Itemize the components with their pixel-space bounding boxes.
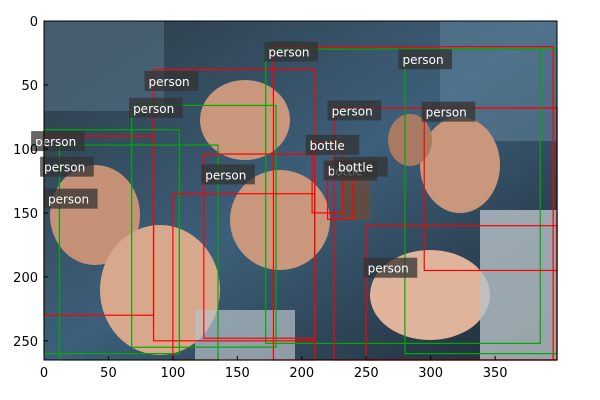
- label-tag-5: person: [421, 101, 476, 122]
- label-tag-10: person: [363, 257, 418, 278]
- box-person-0: [265, 48, 541, 344]
- label-text: person: [402, 53, 443, 67]
- label-tag-7: person: [40, 156, 94, 177]
- x-tick-label: 300: [418, 366, 443, 381]
- y-tick-label: 150: [13, 207, 38, 222]
- y-tick-label: 250: [13, 335, 38, 350]
- x-tick-label: 100: [160, 366, 185, 381]
- label-text: person: [426, 106, 467, 120]
- axes-frame: [43, 20, 558, 361]
- box-person-4: [131, 104, 277, 348]
- detection-labels: person person person person person person pers…: [31, 41, 476, 278]
- label-tag-8: person: [201, 164, 255, 185]
- x-axis-ticks: 0 50 100 150 200 250 300 350: [40, 356, 508, 381]
- label-tag-0: person: [264, 41, 319, 62]
- y-tick-label: 200: [13, 271, 38, 286]
- label-tag-9: person: [44, 188, 98, 209]
- y-tick-label: 0: [30, 15, 38, 30]
- x-tick-label: 0: [40, 366, 48, 381]
- label-tag-4: person: [327, 100, 382, 121]
- x-tick-label: 50: [100, 366, 117, 381]
- label-text: person: [48, 193, 89, 207]
- label-text: person: [332, 104, 373, 118]
- photo: [44, 21, 557, 360]
- x-tick-label: 200: [289, 366, 314, 381]
- x-tick-label: 150: [225, 366, 250, 381]
- x-tick-label: 250: [354, 366, 379, 381]
- y-tick-label: 100: [13, 143, 38, 158]
- label-text: person: [368, 262, 409, 276]
- label-text: person: [133, 102, 174, 116]
- label-text: person: [149, 75, 190, 89]
- label-text: bottle: [338, 161, 373, 175]
- label-tag-1: person: [398, 49, 453, 70]
- label-text: person: [205, 168, 246, 182]
- label-tag-2: person: [144, 70, 199, 91]
- label-text: person: [44, 161, 85, 175]
- label-text: person: [35, 135, 76, 149]
- y-tick-label: 50: [21, 79, 38, 94]
- label-tag-11: bottle: [305, 134, 360, 155]
- label-text: bottle: [310, 139, 345, 153]
- y-axis-ticks: 0 50 100 150 200 250: [13, 15, 48, 350]
- label-tag-13: bottle: [334, 156, 388, 177]
- x-tick-label: 350: [483, 366, 508, 381]
- label-tag-6: person: [31, 131, 85, 152]
- label-text: person: [268, 46, 309, 60]
- label-tag-3: person: [129, 97, 183, 118]
